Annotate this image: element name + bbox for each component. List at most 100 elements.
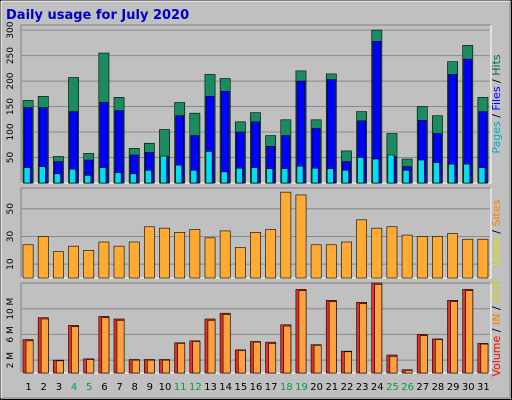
bar-pages-day-14 <box>220 171 228 184</box>
bar-files-day-14 <box>220 90 230 184</box>
y-tick-label: 6 M <box>6 326 16 342</box>
legend-part: Files <box>490 86 503 110</box>
y-tick-label: 300 <box>6 21 16 38</box>
bar-in-day-16 <box>253 341 261 374</box>
day-label-2: 2 <box>41 382 47 393</box>
bar-in-day-21 <box>328 301 337 374</box>
bar-pages-day-15 <box>235 167 243 184</box>
bar-pages-day-29 <box>448 163 455 184</box>
day-label-28: 28 <box>432 382 445 393</box>
bar-pages-day-18 <box>281 168 289 184</box>
bar-in-day-18 <box>283 325 292 374</box>
bar-visits-day-14 <box>219 230 231 279</box>
bar-pages-day-9 <box>144 169 152 184</box>
bar-pages-day-22 <box>342 169 349 184</box>
bar-in-day-10 <box>162 359 170 374</box>
day-label-26: 26 <box>401 382 414 393</box>
chart-title: Daily usage for July 2020 <box>6 8 189 23</box>
y-tick-label: 2 M <box>6 352 16 368</box>
bar-in-day-28 <box>435 339 443 374</box>
day-label-11: 11 <box>174 382 187 393</box>
day-label-27: 27 <box>416 382 429 393</box>
bar-visits-day-13 <box>204 237 216 279</box>
bar-pages-day-31 <box>478 167 486 184</box>
bar-visits-day-20 <box>310 244 322 279</box>
day-label-6: 6 <box>101 382 107 393</box>
bar-visits-day-21 <box>325 244 337 279</box>
bar-pages-day-13 <box>205 151 213 184</box>
bar-in-day-14 <box>222 314 231 374</box>
panel-legend: Visits / Sites <box>490 199 503 266</box>
day-label-16: 16 <box>250 382 263 393</box>
bar-in-day-5 <box>86 359 95 374</box>
legend-part: Pages <box>490 121 503 154</box>
bar-pages-day-23 <box>357 157 365 184</box>
day-label-20: 20 <box>310 382 323 393</box>
bar-visits-day-22 <box>341 241 352 279</box>
bar-in-day-25 <box>389 355 398 374</box>
day-label-24: 24 <box>371 382 384 393</box>
day-label-30: 30 <box>462 382 475 393</box>
bar-in-day-30 <box>465 290 474 374</box>
bar-pages-day-21 <box>326 168 334 184</box>
bar-in-day-1 <box>25 340 34 374</box>
bar-visits-day-5 <box>83 250 95 279</box>
day-label-9: 9 <box>147 382 153 393</box>
bar-in-day-6 <box>101 317 110 374</box>
day-label-18: 18 <box>280 382 293 393</box>
day-label-22: 22 <box>341 382 354 393</box>
y-tick-label: 10 <box>6 258 16 270</box>
bar-pages-day-19 <box>296 165 304 184</box>
bar-in-day-3 <box>56 360 64 374</box>
bar-pages-day-26 <box>402 169 410 184</box>
day-label-12: 12 <box>189 382 202 393</box>
bar-visits-day-16 <box>250 232 261 279</box>
day-label-7: 7 <box>116 382 122 393</box>
bar-pages-day-27 <box>417 159 425 184</box>
day-label-3: 3 <box>56 382 62 393</box>
bar-visits-day-17 <box>265 229 277 279</box>
legend-part: / <box>490 303 503 314</box>
bar-pages-day-20 <box>311 167 319 184</box>
bar-visits-day-12 <box>189 229 201 279</box>
day-label-8: 8 <box>132 382 138 393</box>
day-label-23: 23 <box>356 382 369 393</box>
bar-visits-day-25 <box>386 226 398 279</box>
bar-visits-day-1 <box>22 244 34 279</box>
bar-pages-day-24 <box>372 158 380 184</box>
legend-part: Volume <box>490 335 503 376</box>
legend-part: IN <box>490 314 503 325</box>
bar-visits-day-23 <box>356 219 368 279</box>
panel-legend: Volume / IN / OUT <box>490 279 503 377</box>
bar-in-day-24 <box>374 283 383 374</box>
bar-visits-day-28 <box>432 236 443 279</box>
bar-pages-day-5 <box>84 175 92 184</box>
bar-visits-day-24 <box>371 227 383 279</box>
bar-in-day-13 <box>207 319 216 374</box>
bar-pages-day-6 <box>99 167 107 184</box>
day-label-13: 13 <box>204 382 217 393</box>
bar-visits-day-9 <box>143 226 155 279</box>
y-tick-label: 200 <box>6 72 16 89</box>
bar-visits-day-26 <box>401 234 413 279</box>
bar-visits-day-30 <box>462 238 474 279</box>
bar-pages-day-11 <box>175 164 183 184</box>
bar-visits-day-2 <box>37 236 49 279</box>
bar-files-day-7 <box>114 110 124 184</box>
legend-part: / <box>490 325 503 336</box>
bar-visits-day-3 <box>53 251 64 279</box>
day-label-14: 14 <box>219 382 232 393</box>
bar-visits-day-7 <box>113 245 125 279</box>
panels-layer: 50 100 150 200 250 300 Pages / Files / Hits 10 3… <box>6 21 503 376</box>
bar-pages-day-17 <box>266 168 274 184</box>
panel-visits-sites: 10 30 50 Visits / Sites <box>6 187 503 279</box>
day-label-1: 1 <box>25 382 31 393</box>
bar-pages-day-2 <box>38 166 46 184</box>
panel-volume: 2 M 6 M 10 M Volume / IN / OUT <box>6 279 503 377</box>
bar-in-day-20 <box>313 345 322 374</box>
y-tick-label: 30 <box>6 230 16 242</box>
legend-part: Hits <box>490 54 503 76</box>
bar-visits-day-15 <box>234 247 246 279</box>
bar-visits-day-10 <box>159 227 170 279</box>
